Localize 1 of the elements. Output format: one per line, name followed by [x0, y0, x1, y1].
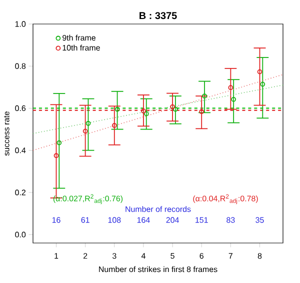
chart-title: B : 3375 — [140, 12, 177, 20]
